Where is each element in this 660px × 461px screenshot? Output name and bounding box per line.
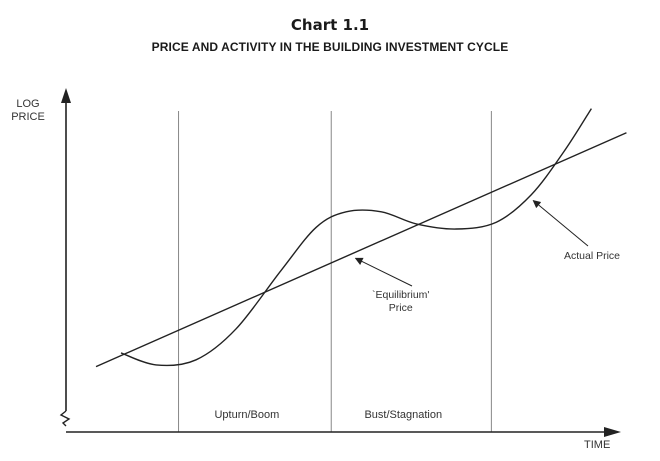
y-axis-arrow bbox=[61, 88, 71, 103]
y-axis-break bbox=[59, 410, 71, 427]
actual-annotation-line-1: Actual Price bbox=[564, 250, 621, 262]
actual-pointer-arrow bbox=[532, 200, 589, 247]
y-axis-label-line-2: PRICE bbox=[11, 111, 45, 123]
equilibrium-price-annotation: `Equilibrium' Price bbox=[372, 289, 429, 315]
equilibrium-price-line bbox=[95, 132, 627, 368]
chart-title: PRICE AND ACTIVITY IN THE BUILDING INVES… bbox=[151, 40, 509, 54]
chart-number: Chart 1.1 bbox=[290, 16, 370, 34]
phase-label-upturn-boom: Upturn/Boom bbox=[214, 409, 280, 421]
equilibrium-annotation-line-2: Price bbox=[388, 302, 413, 314]
actual-price-curve bbox=[120, 108, 592, 367]
equilibrium-annotation-line-1: `Equilibrium' bbox=[372, 289, 430, 301]
y-axis-label-line-1: LOG bbox=[16, 98, 40, 110]
axes bbox=[59, 88, 621, 437]
x-axis-label: TIME bbox=[584, 439, 611, 451]
actual-price-annotation: Actual Price bbox=[564, 250, 620, 263]
equilibrium-pointer-arrow bbox=[354, 257, 413, 287]
x-axis-arrow bbox=[604, 427, 621, 437]
phase-label-bust-stagnation: Bust/Stagnation bbox=[364, 409, 443, 421]
y-axis-label: LOG PRICE bbox=[6, 98, 50, 124]
